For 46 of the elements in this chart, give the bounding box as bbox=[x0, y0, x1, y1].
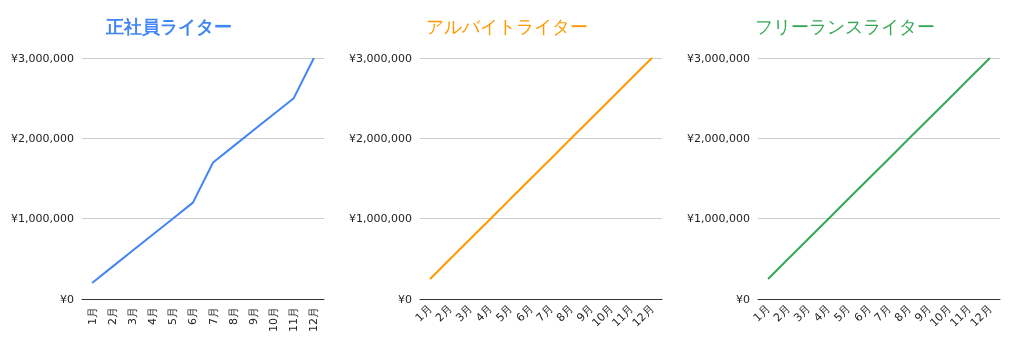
x-tick-label: 7月 bbox=[533, 302, 556, 325]
x-tick-label: 1月 bbox=[85, 307, 99, 325]
x-tick-label: 3月 bbox=[453, 302, 476, 325]
y-tick-label: ¥3,000,000 bbox=[687, 51, 750, 65]
x-tick-label: 11月 bbox=[287, 307, 301, 332]
x-tick-label: 2月 bbox=[432, 302, 455, 325]
y-tick-label: ¥0 bbox=[736, 292, 750, 306]
x-tick-label: 6月 bbox=[513, 302, 536, 325]
x-tick-label: 8月 bbox=[226, 307, 240, 325]
y-tick-label: ¥1,000,000 bbox=[687, 212, 750, 226]
y-tick-label: ¥2,000,000 bbox=[687, 131, 750, 145]
x-tick-label: 7月 bbox=[206, 307, 220, 325]
x-tick-label: 2月 bbox=[105, 307, 119, 325]
x-tick-label: 4月 bbox=[473, 302, 496, 325]
x-tick-label: 12月 bbox=[307, 307, 321, 332]
chart-title: アルバイトライター bbox=[426, 15, 588, 37]
chart-title: フリーランスライター bbox=[755, 15, 935, 37]
x-tick-label: 7月 bbox=[871, 302, 894, 325]
y-tick-label: ¥3,000,000 bbox=[349, 51, 412, 65]
x-tick-label: 9月 bbox=[246, 307, 260, 325]
x-tick-label: 1月 bbox=[412, 302, 435, 325]
line-series bbox=[429, 57, 653, 280]
x-tick-label: 4月 bbox=[146, 307, 160, 325]
x-tick-label: 10月 bbox=[267, 307, 281, 332]
y-tick-label: ¥2,000,000 bbox=[349, 131, 412, 145]
x-tick-label: 6月 bbox=[851, 302, 874, 325]
line-series bbox=[767, 57, 991, 280]
x-tick-label: 5月 bbox=[166, 307, 180, 325]
y-tick-label: ¥3,000,000 bbox=[11, 51, 74, 65]
x-tick-label: 5月 bbox=[493, 302, 516, 325]
x-tick-label: 2月 bbox=[770, 302, 793, 325]
x-tick-label: 3月 bbox=[125, 307, 139, 325]
chart-title: 正社員ライター bbox=[105, 15, 232, 37]
x-tick-label: 4月 bbox=[811, 302, 834, 325]
x-tick-label: 3月 bbox=[791, 302, 814, 325]
y-tick-label: ¥0 bbox=[398, 292, 412, 306]
y-tick-label: ¥1,000,000 bbox=[349, 212, 412, 226]
y-tick-label: ¥2,000,000 bbox=[11, 131, 74, 145]
x-tick-label: 6月 bbox=[186, 307, 200, 325]
x-tick-label: 8月 bbox=[553, 302, 576, 325]
x-tick-label: 5月 bbox=[831, 302, 854, 325]
x-tick-label: 8月 bbox=[891, 302, 914, 325]
y-tick-label: ¥1,000,000 bbox=[11, 212, 74, 226]
x-tick-label: 1月 bbox=[750, 302, 773, 325]
line-series bbox=[91, 57, 315, 284]
y-tick-label: ¥0 bbox=[60, 292, 74, 306]
